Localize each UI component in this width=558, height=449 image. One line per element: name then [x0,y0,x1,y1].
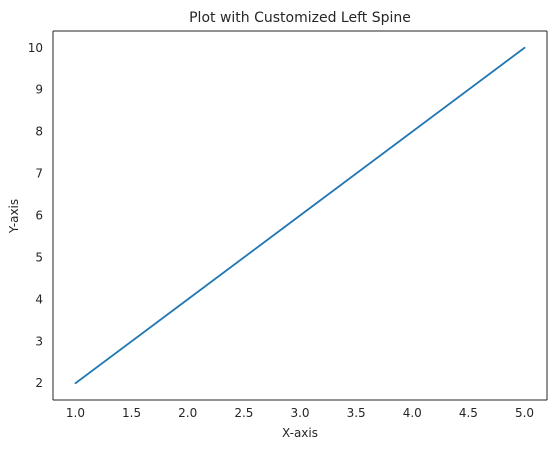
y-tick-label: 6 [35,209,43,223]
x-tick-label: 4.5 [459,406,478,420]
y-tick-label: 8 [35,125,43,139]
x-tick-label: 4.0 [403,406,422,420]
x-tick-label: 5.0 [515,406,534,420]
y-tick-label: 3 [35,334,43,348]
x-axis-label: X-axis [282,426,318,440]
x-tick-label: 1.0 [66,406,85,420]
y-tick-label: 4 [35,292,43,306]
y-tick-label: 5 [35,250,43,264]
chart-title: Plot with Customized Left Spine [189,10,411,26]
y-tick-label: 10 [28,41,43,55]
x-tick-label: 3.5 [347,406,366,420]
y-tick-label: 9 [35,83,43,97]
x-tick-label: 3.0 [290,406,309,420]
y-axis-label: Y-axis [7,199,21,234]
plot-area: 1.0 1.5 2.0 2.5 3.0 3.5 4.0 4.5 5.0 2 3 4 5 6 7 8 9 10 [28,30,548,420]
y-tick-label: 7 [35,167,43,181]
series-line [74,46,526,385]
x-tick-label: 2.5 [234,406,253,420]
y-tick-label: 2 [35,376,43,390]
x-tick-label: 2.0 [178,406,197,420]
x-tick-label: 1.5 [122,406,141,420]
